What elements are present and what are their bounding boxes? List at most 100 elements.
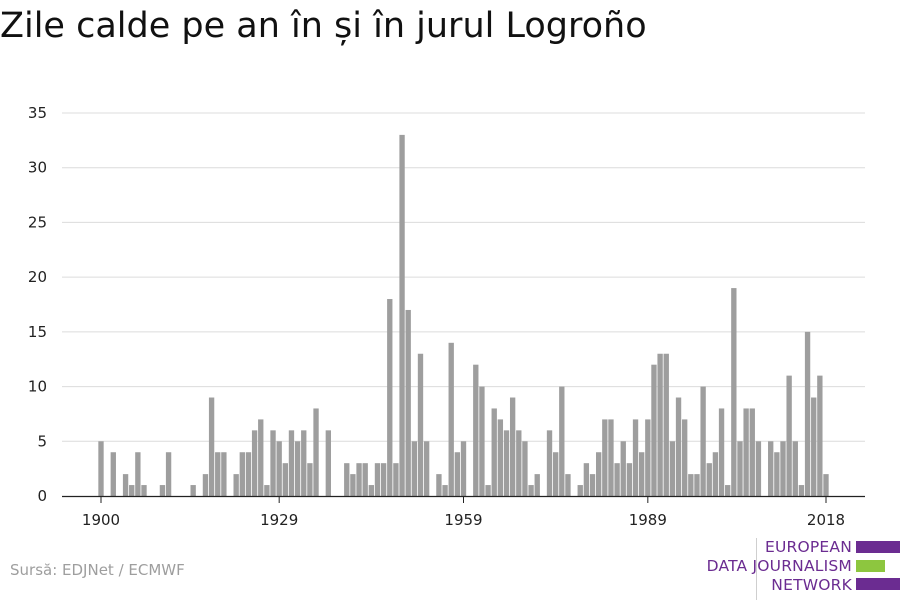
bar [374,463,381,496]
bar [294,441,301,496]
bar [651,364,657,496]
bar [282,463,288,496]
bar [479,386,485,496]
bar [221,452,227,496]
bar [208,397,215,496]
bar [755,441,762,496]
bar [614,463,620,496]
bar [817,375,823,496]
bar [595,452,602,496]
x-tick-label: 1929 [260,511,298,529]
bar [362,463,368,496]
bar [264,485,270,496]
bar [350,474,356,496]
y-tick-label: 5 [37,432,47,450]
bar [639,452,645,496]
y-tick-label: 10 [28,378,47,396]
bar [98,441,104,496]
bar [583,463,590,496]
bar [485,485,491,496]
chart-title: Zile calde pe an în și în jurul Logroño [0,6,647,46]
edjnet-logo: EUROPEAN DATA JOURNALISM NETWORK [700,530,900,600]
bar [534,474,540,496]
bar [626,463,633,496]
bar [712,452,719,496]
bar [368,485,375,496]
bar [688,474,694,496]
bar [823,474,829,496]
bar [546,430,553,496]
logo-bar-purple [856,541,900,553]
bar [731,288,737,496]
bar [552,452,559,496]
bar [798,485,805,496]
x-tick-label: 1989 [629,511,667,529]
bar [509,397,516,496]
bar [202,474,209,496]
bar [804,331,811,496]
logo-divider [756,538,757,600]
bar [393,463,399,496]
bar [473,364,479,496]
bar [276,441,282,496]
bar [589,474,596,496]
bar [700,386,706,496]
bar [141,485,147,496]
bar [528,485,534,496]
bar [233,474,239,496]
bar [706,463,712,496]
bar [387,299,393,496]
bar [737,441,743,496]
bar [780,441,786,496]
bar [135,452,141,496]
bar [313,408,319,496]
bar [325,430,332,496]
bar [565,474,571,496]
y-tick-label: 30 [28,159,47,177]
bar [743,408,749,496]
bar [657,353,663,496]
bar [251,430,258,496]
bar [344,463,350,496]
bar [405,309,411,496]
logo-bar-green [856,560,885,572]
logo-line-2: DATA JOURNALISM [706,557,852,575]
bar [725,485,731,496]
bar [110,452,116,496]
y-tick-label: 25 [28,213,47,231]
bar [786,375,792,496]
x-tick-label: 2018 [807,511,845,529]
y-tick-label: 15 [28,323,47,341]
bar [423,441,430,496]
bar [645,419,651,496]
bar [129,485,135,496]
bar [682,419,688,496]
bar [270,430,276,496]
bar [792,441,798,496]
bar [258,419,264,496]
bar [669,441,676,496]
bar [491,408,497,496]
bar [436,474,442,496]
x-tick-label: 1900 [82,511,120,529]
bar [122,474,129,496]
bar [774,452,780,496]
logo-bar-purple-2 [856,578,900,590]
logo-line-1: EUROPEAN [764,538,852,556]
bar [301,430,307,496]
bar [411,441,418,496]
bar [577,485,583,496]
bar [811,397,817,496]
bar [663,353,669,496]
source-note: Sursă: EDJNet / ECMWF [10,561,185,579]
bar [245,452,252,496]
bar [718,408,725,496]
bar [497,419,504,496]
bar [307,463,313,496]
bar [380,463,387,496]
bar [454,452,461,496]
bar [522,441,528,496]
bar [503,430,510,496]
bar [675,397,682,496]
y-tick-label: 20 [28,268,47,286]
